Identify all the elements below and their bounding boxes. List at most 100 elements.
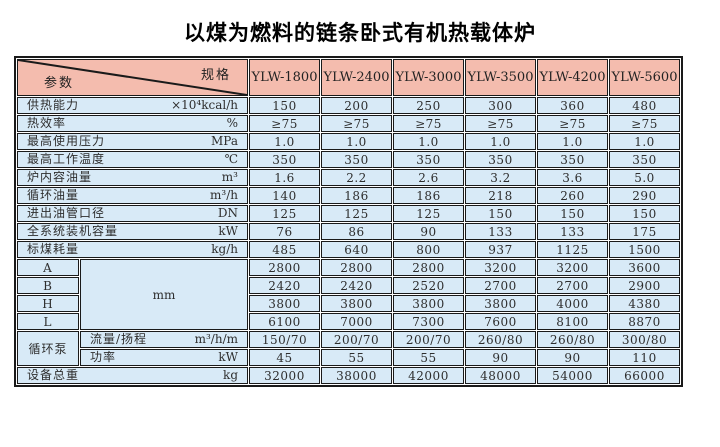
value-cell: 485 bbox=[249, 241, 320, 258]
value-cell: 350 bbox=[321, 151, 392, 168]
param-row: 最高工作温度 ℃ 350 350 350 350 350 350 bbox=[17, 151, 680, 168]
value-cell: 3200 bbox=[465, 259, 536, 276]
value-cell: 350 bbox=[537, 151, 608, 168]
value-cell: 3.6 bbox=[537, 169, 608, 186]
total-label-cell: 设备总重 kg bbox=[17, 367, 248, 384]
value-cell: 800 bbox=[393, 241, 464, 258]
value-cell: 260/80 bbox=[465, 331, 536, 348]
value-cell: 2420 bbox=[249, 277, 320, 294]
param-unit: m³ bbox=[221, 170, 238, 184]
value-cell: 7600 bbox=[465, 313, 536, 330]
value-cell: 86 bbox=[321, 223, 392, 240]
param-label-cell: 最高使用压力 MPa bbox=[17, 133, 248, 150]
value-cell: 90 bbox=[537, 349, 608, 366]
value-cell: 250 bbox=[393, 97, 464, 114]
value-cell: 3800 bbox=[393, 295, 464, 312]
corner-spec-label: 规格 bbox=[200, 68, 231, 83]
param-name: 热效率 bbox=[27, 116, 67, 130]
value-cell: 350 bbox=[249, 151, 320, 168]
value-cell: 140 bbox=[249, 187, 320, 204]
value-cell: 260/80 bbox=[537, 331, 608, 348]
page-title: 以煤为燃料的链条卧式有机热载体炉 bbox=[184, 21, 536, 45]
value-cell: 150 bbox=[465, 205, 536, 222]
dimension-label: L bbox=[17, 313, 79, 330]
value-cell: 66000 bbox=[609, 367, 680, 384]
value-cell: 150/70 bbox=[249, 331, 320, 348]
value-cell: 55 bbox=[321, 349, 392, 366]
value-cell: 7300 bbox=[393, 313, 464, 330]
param-row: 标煤耗量 kg/h 485 640 800 937 1125 1500 bbox=[17, 241, 680, 258]
param-label-cell: 供热能力 ×10⁴kcal/h bbox=[17, 97, 248, 114]
value-cell: 360 bbox=[537, 97, 608, 114]
param-name: 全系统装机容量 bbox=[27, 224, 119, 238]
pump-param-unit: kW bbox=[218, 350, 238, 364]
value-cell: 38000 bbox=[321, 367, 392, 384]
param-name: 最高工作温度 bbox=[27, 152, 106, 166]
corner-cell: 规格 参数 bbox=[17, 59, 248, 96]
value-cell: 54000 bbox=[537, 367, 608, 384]
value-cell: 2900 bbox=[609, 277, 680, 294]
param-label-cell: 全系统装机容量 kW bbox=[17, 223, 248, 240]
value-cell: 300 bbox=[465, 97, 536, 114]
param-unit: ×10⁴kcal/h bbox=[171, 98, 238, 112]
param-name: 进出油管口径 bbox=[27, 206, 106, 220]
value-cell: 937 bbox=[465, 241, 536, 258]
param-name: 循环油量 bbox=[27, 188, 80, 202]
pump-param-cell: 功率 kW bbox=[80, 349, 248, 366]
model-header: YLW-3500 bbox=[465, 59, 536, 96]
value-cell: 2.6 bbox=[393, 169, 464, 186]
value-cell: 2800 bbox=[321, 259, 392, 276]
value-cell: ≥75 bbox=[537, 115, 608, 132]
value-cell: 5.0 bbox=[609, 169, 680, 186]
value-cell: ≥75 bbox=[465, 115, 536, 132]
value-cell: 3800 bbox=[249, 295, 320, 312]
param-label-cell: 最高工作温度 ℃ bbox=[17, 151, 248, 168]
value-cell: ≥75 bbox=[249, 115, 320, 132]
value-cell: 150 bbox=[537, 205, 608, 222]
value-cell: 3600 bbox=[609, 259, 680, 276]
value-cell: 260 bbox=[537, 187, 608, 204]
value-cell: 32000 bbox=[249, 367, 320, 384]
total-unit: kg bbox=[223, 368, 238, 382]
value-cell: 1.6 bbox=[249, 169, 320, 186]
value-cell: 350 bbox=[465, 151, 536, 168]
value-cell: 150 bbox=[249, 97, 320, 114]
param-row: 热效率% ≥75 ≥75 ≥75 ≥75 ≥75 ≥75 bbox=[17, 115, 680, 132]
dimension-label: A bbox=[17, 259, 79, 276]
value-cell: 48000 bbox=[465, 367, 536, 384]
param-row: 全系统装机容量 kW 76 86 90 133 133 175 bbox=[17, 223, 680, 240]
value-cell: 6100 bbox=[249, 313, 320, 330]
model-header: YLW-4200 bbox=[537, 59, 608, 96]
dimension-label: H bbox=[17, 295, 79, 312]
value-cell: 2520 bbox=[393, 277, 464, 294]
total-name: 设备总重 bbox=[27, 368, 80, 382]
value-cell: ≥75 bbox=[609, 115, 680, 132]
value-cell: 290 bbox=[609, 187, 680, 204]
value-cell: ≥75 bbox=[393, 115, 464, 132]
model-header: YLW-3000 bbox=[393, 59, 464, 96]
model-header: YLW-5600 bbox=[609, 59, 680, 96]
header-row: 规格 参数 YLW-1800 YLW-2400 YLW-3000 YLW-350… bbox=[17, 59, 680, 96]
pump-param-cell: 流量/扬程 m³/h/m bbox=[80, 331, 248, 348]
model-header: YLW-2400 bbox=[321, 59, 392, 96]
value-cell: 1.0 bbox=[321, 133, 392, 150]
pump-param-unit: m³/h/m bbox=[194, 332, 238, 346]
dimension-row: L 6100 7000 7300 7600 8100 8870 bbox=[17, 313, 680, 330]
value-cell: 186 bbox=[321, 187, 392, 204]
pump-row: 功率 kW 45 55 55 90 90 110 bbox=[17, 349, 680, 366]
param-row: 最高使用压力 MPa 1.0 1.0 1.0 1.0 1.0 1.0 bbox=[17, 133, 680, 150]
value-cell: 2420 bbox=[321, 277, 392, 294]
value-cell: 1.0 bbox=[393, 133, 464, 150]
value-cell: 4000 bbox=[537, 295, 608, 312]
param-label-cell: 循环油量 m³/h bbox=[17, 187, 248, 204]
value-cell: 90 bbox=[393, 223, 464, 240]
value-cell: 4380 bbox=[609, 295, 680, 312]
value-cell: 1.0 bbox=[609, 133, 680, 150]
pump-row: 循环泵 流量/扬程 m³/h/m 150/70 200/70 200/70 260/80 26… bbox=[17, 331, 680, 366]
param-row: 供热能力 ×10⁴kcal/h 150 200 250 300 360 480 bbox=[17, 97, 680, 114]
value-cell: 3200 bbox=[537, 259, 608, 276]
value-cell: 110 bbox=[609, 349, 680, 366]
pump-param-name: 功率 bbox=[90, 350, 117, 364]
value-cell: 3.2 bbox=[465, 169, 536, 186]
